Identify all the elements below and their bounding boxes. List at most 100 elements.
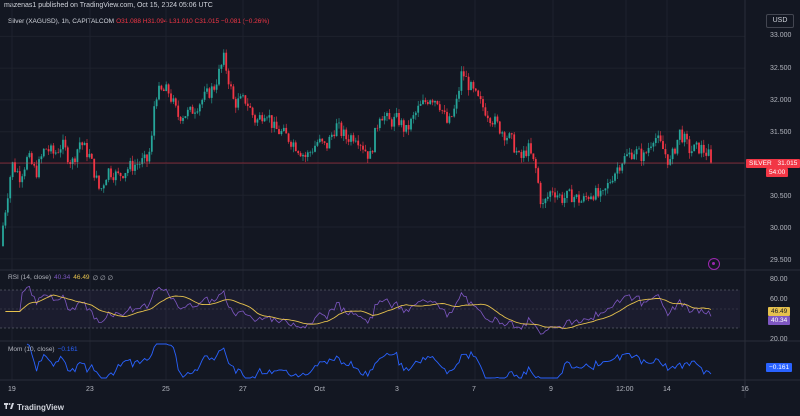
mom-value: −0.161 [57,346,78,353]
candle-body [686,133,688,140]
candle-body [316,142,319,146]
candle-body [393,116,396,127]
candle-body [143,154,146,159]
candle-body [160,85,163,90]
candle-body [566,190,568,199]
rsi-label[interactable]: RSI (14, close) [8,274,51,281]
candle-body [520,152,523,158]
candle-body [405,125,408,132]
candle-body [275,121,278,130]
candle-body [690,151,693,154]
candle-body [424,100,427,103]
candle-body [518,151,520,153]
rsi-axis-80: 80.00 [770,276,788,283]
candle-body [417,105,420,113]
candle-body [237,98,240,108]
candle-body [362,145,364,150]
candle-body [436,100,439,105]
mom-label[interactable]: Mom (10, close) [8,346,55,353]
symbol-name[interactable]: Silver (XAGUSD), 1h, CAPITALCOM [8,18,115,25]
candle-body [112,177,115,181]
candle-body [57,152,60,154]
currency-button[interactable]: USD [766,14,794,28]
candle-body [674,148,676,154]
candle-body [508,133,511,138]
candle-body [402,120,405,132]
candle-body [470,82,472,91]
candle-body [657,135,660,139]
y-tick: 31.500 [770,129,792,136]
candle-body [633,154,636,160]
candle-body [251,107,254,116]
candle-body [549,191,552,197]
candle-body [215,84,218,90]
candle-body [568,189,571,191]
symbol-price-tag: SILVER 31.015 [746,159,800,168]
candle-body [294,142,297,152]
candle-body [479,96,482,100]
candle-body [374,127,376,153]
candle-body [364,149,367,152]
candle-body [309,152,312,153]
candle-body [467,76,470,91]
candle-body [210,86,213,98]
candle-body [292,142,295,147]
rsi-extra: ∅ ∅ ∅ [92,275,114,282]
candle-body [477,90,480,97]
candle-body [246,103,249,107]
candle-body [599,190,602,197]
footer-logo-text: TradingView [17,402,64,412]
candle-body [642,152,645,162]
candle-body [539,182,542,205]
candle-body [695,142,698,145]
candle-body [78,142,81,150]
candle-body [328,136,331,149]
candle-body [330,134,333,137]
ohlc-values: O31.088 H31.094 L31.010 C31.015 −0.081 (… [116,18,270,25]
candle-body [191,106,194,114]
candle-body [455,98,458,109]
candle-body [654,138,657,143]
candle-body [83,143,86,146]
candle-body [561,194,564,203]
candle-body [429,100,432,104]
candle-body [650,146,652,148]
settings-gear-icon[interactable] [708,258,720,270]
mom-tag: −0.161 [766,363,793,372]
candle-body [88,153,91,158]
candle-body [354,140,357,142]
candle-body [575,194,578,198]
tradingview-logo-icon [4,402,14,412]
candle-body [256,119,259,123]
x-tick: 12:00 [616,386,634,393]
candle-body [297,151,300,154]
candle-body [501,132,504,134]
candle-body [189,106,192,110]
candle-body [134,164,136,171]
candle-body [592,196,595,200]
candle-body [578,194,580,203]
candle-body [33,164,36,166]
candle-body [347,139,350,142]
candle-body [534,159,537,169]
candle-body [669,159,672,165]
candle-body [218,68,220,85]
candle-body [616,167,619,174]
rsi-ma-tag: 46.49 [768,307,791,316]
candle-body [290,141,292,147]
candle-body [150,135,153,152]
candle-body [59,149,62,153]
rsi-legend: RSI (14, close) 40.34 46.49 ∅ ∅ ∅ [8,274,113,282]
candle-body [446,111,448,123]
candle-body [131,160,134,171]
candle-body [590,196,592,200]
candle-body [662,141,664,150]
candle-body [434,100,436,103]
candle-body [38,159,40,178]
candle-body [129,160,132,170]
candle-body [299,153,302,157]
candle-body [206,88,208,92]
candle-body [184,116,187,118]
candle-body [66,147,69,163]
